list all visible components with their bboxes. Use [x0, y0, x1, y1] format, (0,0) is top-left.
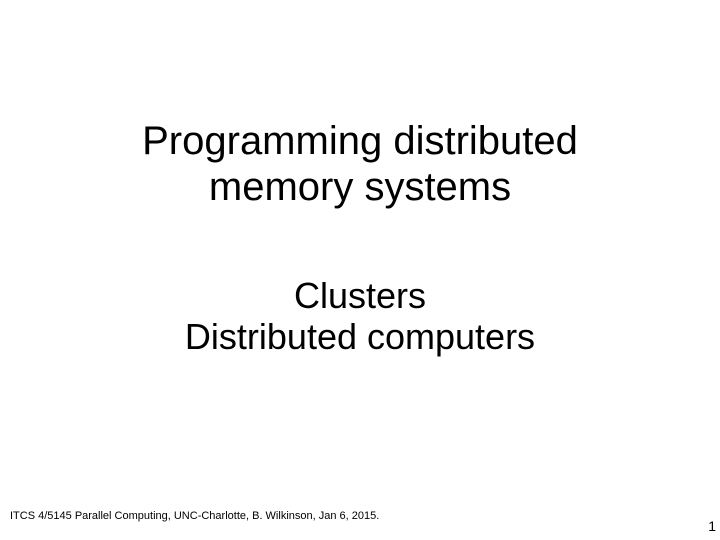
footer-text: ITCS 4/5145 Parallel Computing, UNC-Char… [10, 510, 379, 522]
subtitle-block: Clusters Distributed computers [0, 275, 720, 358]
title-line-1: Programming distributed [0, 118, 720, 164]
slide-container: Programming distributed memory systems C… [0, 0, 720, 540]
subtitle-line-1: Clusters [0, 275, 720, 316]
subtitle-line-2: Distributed computers [0, 316, 720, 357]
page-number: 1 [708, 518, 716, 534]
title-line-2: memory systems [0, 164, 720, 210]
title-block: Programming distributed memory systems [0, 118, 720, 210]
